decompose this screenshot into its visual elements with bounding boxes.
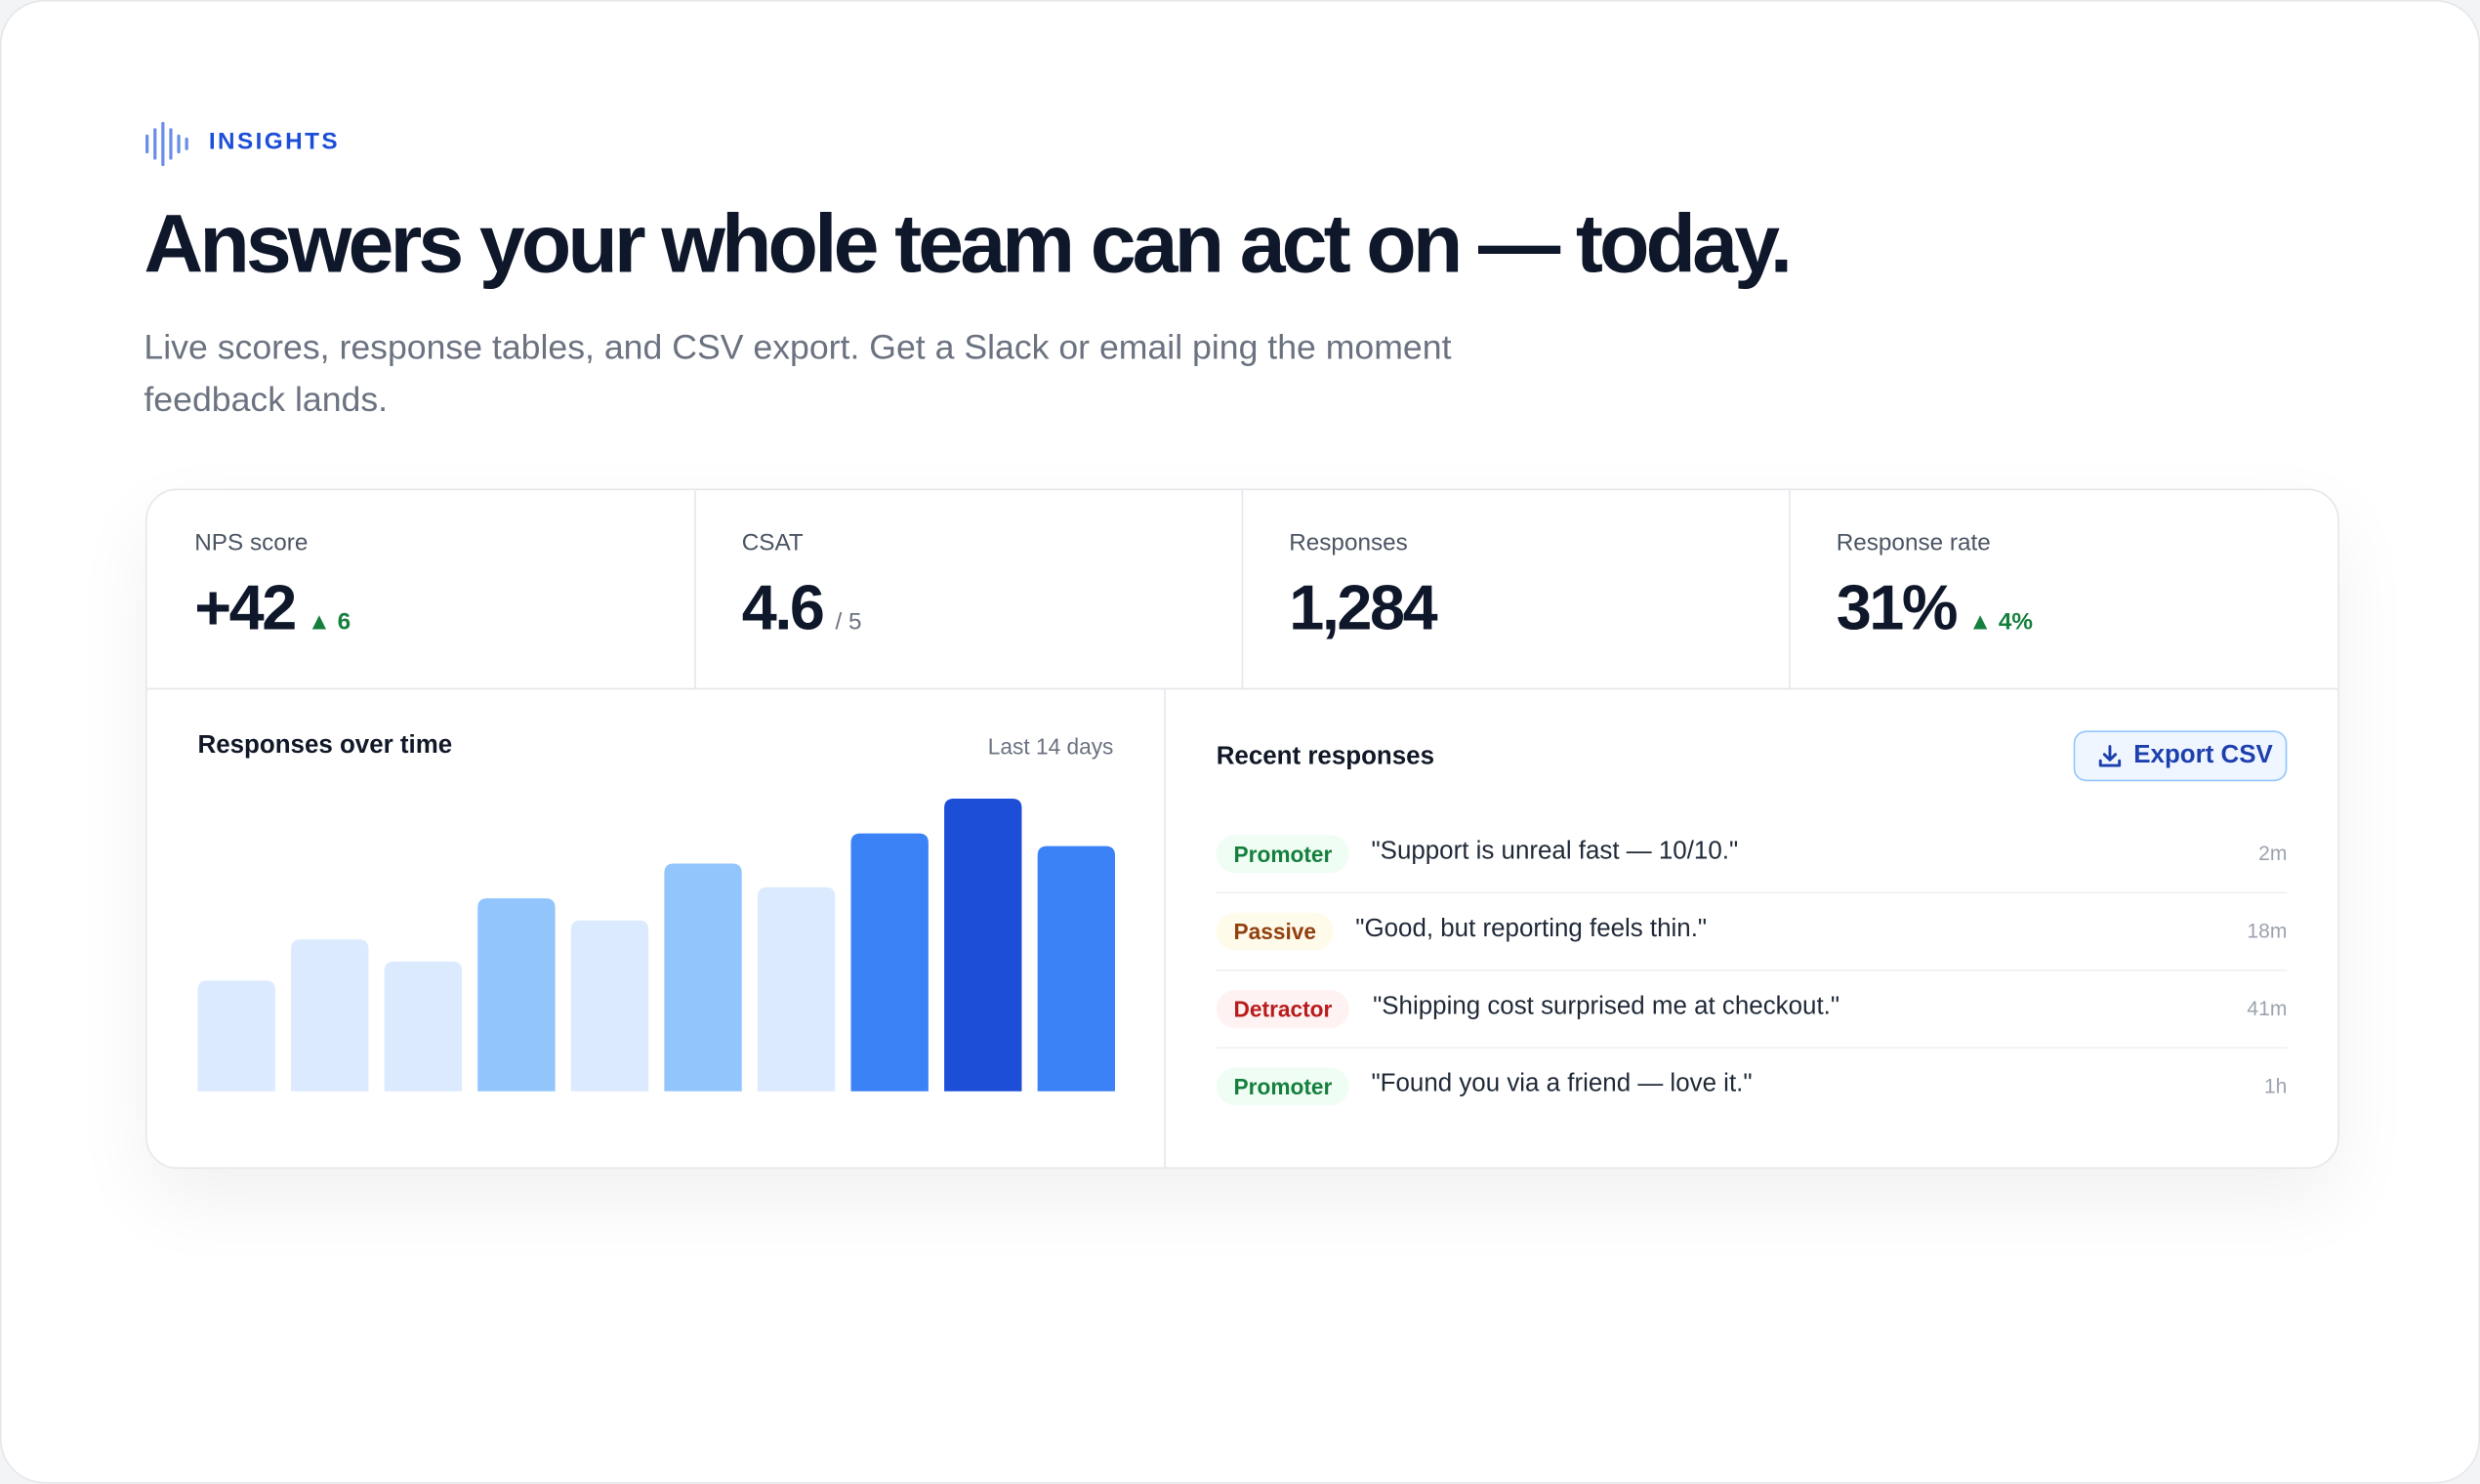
bar <box>757 886 836 1092</box>
quote: "Good, but reporting feels thin." <box>1355 915 1708 943</box>
bar <box>384 961 463 1092</box>
tag: Promoter <box>1216 835 1350 874</box>
quote: "Support is unreal fast — 10/10." <box>1371 838 1739 866</box>
bar-chart <box>197 799 1116 1092</box>
chart-title: Responses over time <box>197 732 453 760</box>
delta: ▲ 6 <box>307 608 351 637</box>
suffix: / 5 <box>835 608 862 637</box>
time: 2m <box>2258 841 2288 866</box>
stat-value: 1,284 <box>1289 574 1437 645</box>
button-label: Export CSV <box>2133 741 2273 769</box>
value: +42 <box>194 574 297 644</box>
bar <box>850 833 929 1092</box>
time: 1h <box>2263 1073 2288 1098</box>
quote: "Found you via a friend — love it." <box>1371 1070 1753 1098</box>
value: 1,284 <box>1289 574 1437 644</box>
quote: "Shipping cost surprised me at checkout.… <box>1373 993 1840 1020</box>
stat-label: Responses <box>1289 529 1408 557</box>
time: 18m <box>2247 919 2288 943</box>
chart-panel <box>147 687 1166 1168</box>
stat-value: 31% ▲ 4% <box>1837 574 2033 645</box>
dashboard-card: NPS score +42 ▲ 6 CSAT 4.6 / 5 Responses 1… <box>145 488 2339 1170</box>
bar <box>197 980 275 1092</box>
chart-subtitle: Last 14 days <box>987 733 1114 760</box>
subtitle: Live scores, response tables, and CSV ex… <box>144 327 1452 420</box>
bar <box>570 920 649 1092</box>
stat-label: NPS score <box>194 529 309 557</box>
bar <box>477 898 556 1092</box>
responses-title: Recent responses <box>1216 743 1434 770</box>
stat-label: Response rate <box>1836 529 1991 557</box>
eyebrow-icon <box>145 121 188 167</box>
stat: Responses 1,284 <box>1241 490 1791 690</box>
tag: Passive <box>1216 912 1334 951</box>
time: 41m <box>2247 996 2288 1020</box>
stat-value: 4.6 / 5 <box>742 574 862 645</box>
export-button[interactable]: Export CSV <box>2073 730 2288 782</box>
stat: CSAT 4.6 / 5 <box>694 490 1244 690</box>
eyebrow: INSIGHTS <box>208 128 341 155</box>
bar <box>1037 845 1116 1092</box>
response-row: Detractor "Shipping cost surprised me at … <box>1216 969 2288 1049</box>
value: 4.6 <box>741 574 825 644</box>
bar <box>944 799 1022 1092</box>
value: 31% <box>1836 574 1959 644</box>
stat-label: CSAT <box>741 529 804 557</box>
tag: Promoter <box>1216 1067 1350 1106</box>
stat-value: +42 ▲ 6 <box>194 574 351 645</box>
download-icon <box>2098 745 2122 767</box>
response-row: Promoter "Support is unreal fast — 10/10.… <box>1216 814 2288 894</box>
stat: Response rate 31% ▲ 4% <box>1789 490 2338 690</box>
response-row: Passive "Good, but reporting feels thin."… <box>1216 892 2288 971</box>
delta-value: 6 <box>337 608 351 637</box>
stat: NPS score +42 ▲ 6 <box>146 490 696 690</box>
bar <box>291 939 369 1092</box>
bar <box>664 863 742 1092</box>
headline: Answers your whole team can act on — tod… <box>144 199 1793 292</box>
delta: ▲ 4% <box>1968 608 2034 637</box>
tag: Detractor <box>1216 990 1350 1028</box>
response-row: Promoter "Found you via a friend — love i… <box>1216 1047 2288 1124</box>
delta-value: 4% <box>1998 608 2034 637</box>
